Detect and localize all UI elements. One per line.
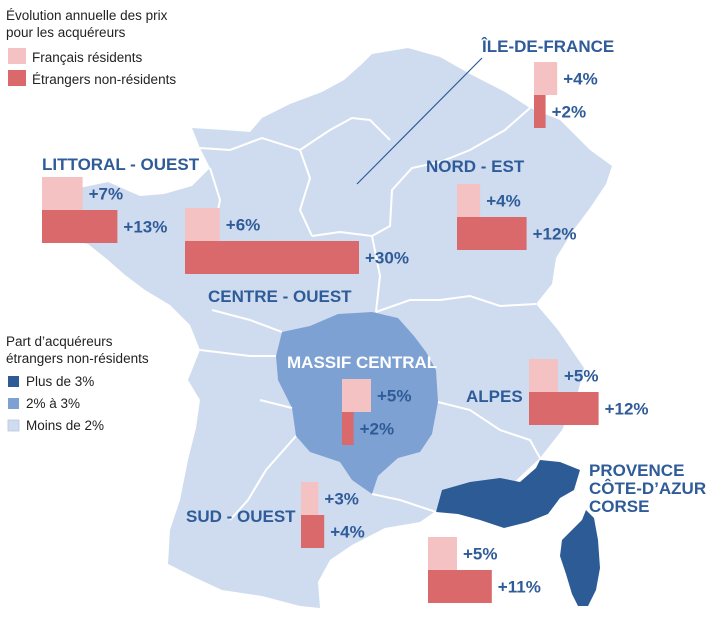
legend-prices: Évolution annuelle des prix pour les acq… [6, 8, 176, 87]
label-provence-1: PROVENCE [589, 461, 684, 480]
value-non-residents-ile-de-france: +2% [552, 103, 587, 122]
label-sud-ouest: SUD - OUEST [186, 507, 296, 526]
bar-non-residents-nord-est [457, 217, 527, 250]
legend-share: Part d’acquéreurs étrangers non-résident… [6, 334, 149, 433]
legend-prices-title-2: pour les acquéreurs [6, 25, 126, 40]
label-ile-de-france: ÎLE-DE-FRANCE [481, 37, 614, 56]
legend-label-non-residents: Étrangers non-résidents [32, 72, 176, 87]
bar-residents-alpes [529, 359, 558, 392]
value-residents-centre-ouest: +6% [226, 216, 260, 235]
region-borders [199, 107, 541, 521]
value-residents-littoral-ouest: +7% [89, 185, 124, 204]
bar-residents-nord-est [457, 184, 481, 217]
legend-label-2-3: 2% à 3% [26, 396, 80, 411]
legend-swatch-plus-3 [8, 376, 19, 387]
legend-swatch-non-residents [8, 70, 26, 86]
label-massif-central: MASSIF CENTRAL [287, 353, 437, 372]
bar-non-residents-provence [428, 570, 492, 603]
label-provence-2: CÔTE-D’AZUR [589, 479, 706, 498]
bar-residents-sud-ouest [301, 482, 319, 515]
bar-non-residents-littoral-ouest [42, 210, 118, 243]
legend-prices-title-1: Évolution annuelle des prix [6, 8, 168, 23]
bar-non-residents-massif-central [342, 412, 354, 445]
value-non-residents-provence: +11% [498, 578, 541, 597]
bar-non-residents-alpes [529, 392, 599, 425]
bar-non-residents-centre-ouest [185, 241, 359, 274]
value-non-residents-alpes: +12% [605, 400, 649, 419]
bar-non-residents-ile-de-france [534, 95, 546, 128]
region-labels: ÎLE-DE-FRANCE LITTORAL - OUEST NORD - ES… [42, 37, 706, 526]
legend-label-plus-3: Plus de 3% [26, 374, 94, 389]
label-nord-est: NORD - EST [426, 157, 525, 176]
bar-residents-massif-central [342, 379, 371, 412]
label-littoral-ouest: LITTORAL - OUEST [42, 155, 200, 174]
legend-label-moins-2: Moins de 2% [26, 418, 104, 433]
value-residents-ile-de-france: +4% [563, 70, 598, 89]
value-non-residents-centre-ouest: +30% [365, 249, 409, 268]
value-non-residents-sud-ouest: +4% [330, 523, 365, 542]
legend-swatch-2-3 [8, 398, 19, 409]
legend-swatch-residents [8, 48, 26, 64]
region-provence-shape[interactable] [436, 460, 580, 528]
value-non-residents-nord-est: +12% [533, 225, 577, 244]
value-residents-nord-est: +4% [486, 192, 521, 211]
legend-label-residents: Français résidents [32, 50, 143, 65]
ile-de-france-pointer [356, 57, 483, 185]
value-non-residents-littoral-ouest: +13% [123, 218, 167, 237]
label-provence-3: CORSE [589, 497, 649, 516]
bar-residents-ile-de-france [534, 62, 558, 95]
bar-non-residents-sud-ouest [301, 515, 325, 548]
legend-swatch-moins-2 [7, 419, 20, 432]
value-residents-provence: +5% [463, 545, 498, 564]
legend-share-title-2: étrangers non-résidents [6, 351, 149, 366]
bar-residents-littoral-ouest [42, 177, 83, 210]
legend-share-title-1: Part d’acquéreurs [6, 334, 113, 349]
value-residents-massif-central: +5% [377, 387, 412, 406]
region-corse-shape[interactable] [560, 510, 600, 606]
label-alpes: ALPES [466, 387, 523, 406]
bar-residents-centre-ouest [185, 208, 220, 241]
value-residents-sud-ouest: +3% [324, 490, 359, 509]
price-bars: +4% +2% +7% +13% +4% +12% +6% +30% +5% +2% +5% +12%… [42, 62, 649, 603]
bar-residents-provence [428, 537, 457, 570]
value-non-residents-massif-central: +2% [360, 420, 395, 439]
value-residents-alpes: +5% [564, 367, 599, 386]
label-centre-ouest: CENTRE - OUEST [208, 287, 352, 306]
